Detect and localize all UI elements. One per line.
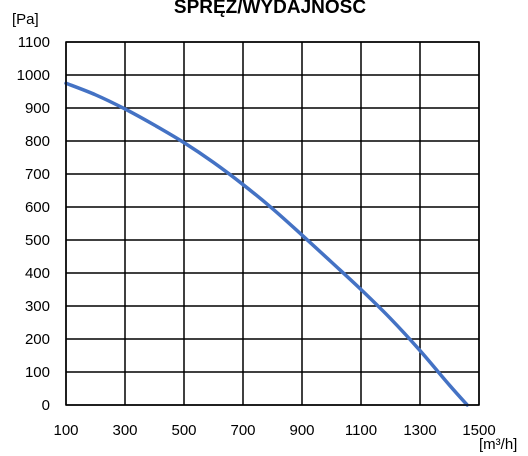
y-tick-label: 900 xyxy=(25,100,50,117)
x-tick-label: 500 xyxy=(171,422,196,439)
y-axis-unit-label: [Pa] xyxy=(12,11,39,28)
x-tick-label: 1500 xyxy=(462,422,495,439)
x-tick-label: 900 xyxy=(289,422,314,439)
y-tick-label: 600 xyxy=(25,199,50,216)
y-tick-label: 100 xyxy=(25,364,50,381)
plot-frame xyxy=(65,41,480,406)
y-tick-label: 500 xyxy=(25,232,50,249)
tick-labels: 100 300 500 700 900 1100 1300 15000100200300400… xyxy=(17,34,496,439)
x-tick-label: 700 xyxy=(230,422,255,439)
grid xyxy=(65,41,480,406)
y-tick-label: 200 xyxy=(25,331,50,348)
y-tick-label: 1100 xyxy=(18,34,50,51)
x-tick-label: 1300 xyxy=(403,422,436,439)
y-tick-label: 400 xyxy=(25,265,50,282)
chart-title: SPRĘŻ/WYDAJNOŚĆ xyxy=(174,0,366,18)
x-tick-label: 300 xyxy=(112,422,137,439)
y-tick-label: 0 xyxy=(42,397,50,414)
y-tick-label: 1000 xyxy=(17,67,50,84)
series-lines xyxy=(64,81,469,407)
y-tick-label: 800 xyxy=(25,133,50,150)
x-tick-label: 1100 xyxy=(345,422,377,439)
y-tick-label: 700 xyxy=(25,166,50,183)
y-tick-label: 300 xyxy=(25,298,50,315)
series-line-0 xyxy=(64,81,469,407)
x-tick-label: 100 xyxy=(53,422,78,439)
x-axis-unit-label: [m³/h] xyxy=(479,436,517,453)
